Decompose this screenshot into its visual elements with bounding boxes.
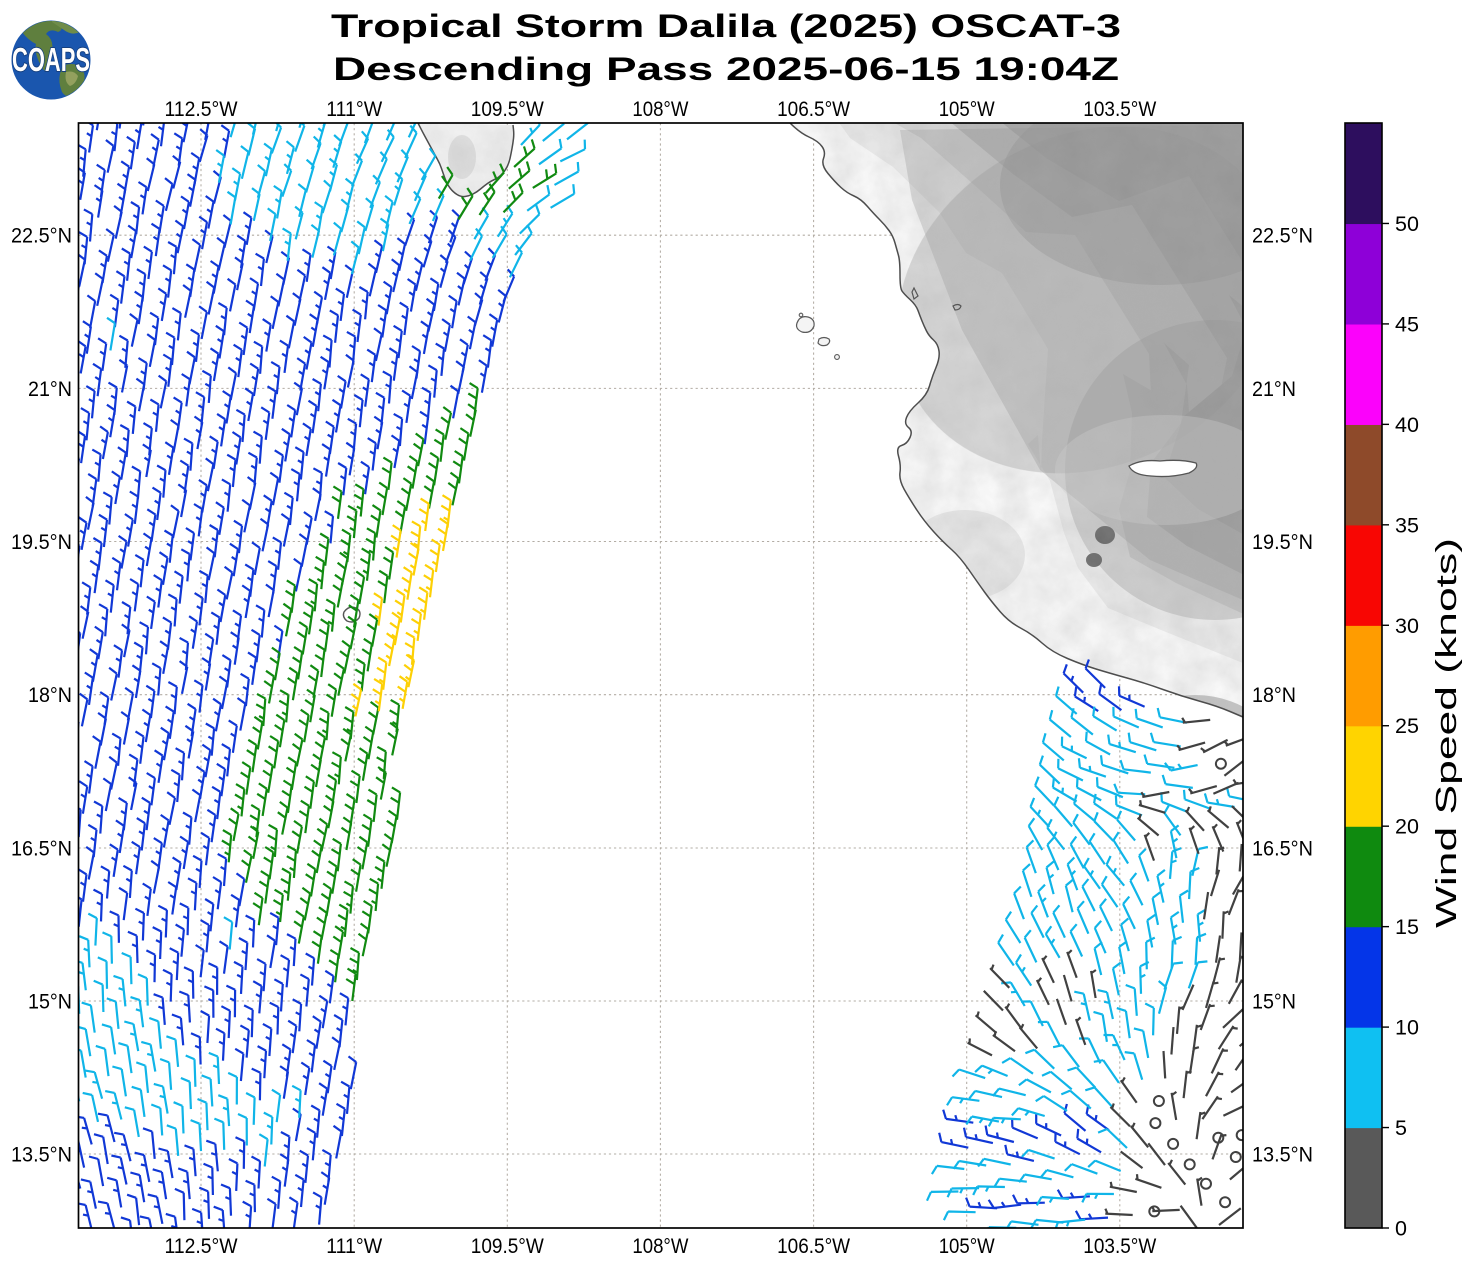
svg-text:Descending Pass 2025-06-15 19:: Descending Pass 2025-06-15 19:04Z: [333, 51, 1119, 87]
svg-text:103.5°W: 103.5°W: [1083, 1234, 1157, 1258]
svg-text:50: 50: [1395, 212, 1419, 236]
svg-text:22.5°N: 22.5°N: [11, 224, 72, 248]
svg-text:16.5°N: 16.5°N: [1252, 837, 1313, 861]
svg-text:15: 15: [1395, 915, 1419, 939]
svg-text:112.5°W: 112.5°W: [165, 97, 239, 121]
svg-text:109.5°W: 109.5°W: [471, 1234, 545, 1258]
svg-text:45: 45: [1395, 312, 1419, 336]
svg-text:109.5°W: 109.5°W: [471, 97, 545, 121]
svg-text:15°N: 15°N: [28, 990, 72, 1014]
svg-text:COAPS: COAPS: [12, 41, 90, 78]
svg-text:15°N: 15°N: [1252, 990, 1296, 1014]
svg-text:30: 30: [1395, 614, 1419, 638]
svg-text:112.5°W: 112.5°W: [165, 1234, 239, 1258]
svg-text:13.5°N: 13.5°N: [11, 1143, 72, 1167]
svg-text:Tropical Storm Dalila (2025) O: Tropical Storm Dalila (2025) OSCAT-3: [331, 8, 1121, 44]
svg-text:10: 10: [1395, 1016, 1419, 1040]
svg-text:106.5°W: 106.5°W: [777, 97, 851, 121]
svg-text:0: 0: [1395, 1217, 1407, 1241]
svg-text:21°N: 21°N: [28, 377, 72, 401]
svg-text:19.5°N: 19.5°N: [11, 530, 72, 554]
svg-text:19.5°N: 19.5°N: [1252, 530, 1313, 554]
svg-text:35: 35: [1395, 513, 1419, 537]
svg-text:20: 20: [1395, 815, 1419, 839]
svg-text:106.5°W: 106.5°W: [777, 1234, 851, 1258]
svg-text:22.5°N: 22.5°N: [1252, 224, 1313, 248]
svg-text:Wind Speed (knots): Wind Speed (knots): [1431, 538, 1463, 928]
svg-text:18°N: 18°N: [28, 683, 72, 707]
svg-text:21°N: 21°N: [1252, 377, 1296, 401]
svg-text:105°W: 105°W: [939, 1234, 996, 1258]
svg-text:25: 25: [1395, 714, 1419, 738]
svg-text:108°W: 108°W: [632, 97, 689, 121]
svg-text:108°W: 108°W: [632, 1234, 689, 1258]
svg-text:111°W: 111°W: [326, 97, 383, 121]
svg-text:111°W: 111°W: [326, 1234, 383, 1258]
svg-text:105°W: 105°W: [939, 97, 996, 121]
svg-text:16.5°N: 16.5°N: [11, 837, 72, 861]
svg-text:103.5°W: 103.5°W: [1083, 97, 1157, 121]
svg-text:13.5°N: 13.5°N: [1252, 1143, 1313, 1167]
svg-text:5: 5: [1395, 1116, 1407, 1140]
svg-text:18°N: 18°N: [1252, 683, 1296, 707]
svg-text:40: 40: [1395, 413, 1419, 437]
